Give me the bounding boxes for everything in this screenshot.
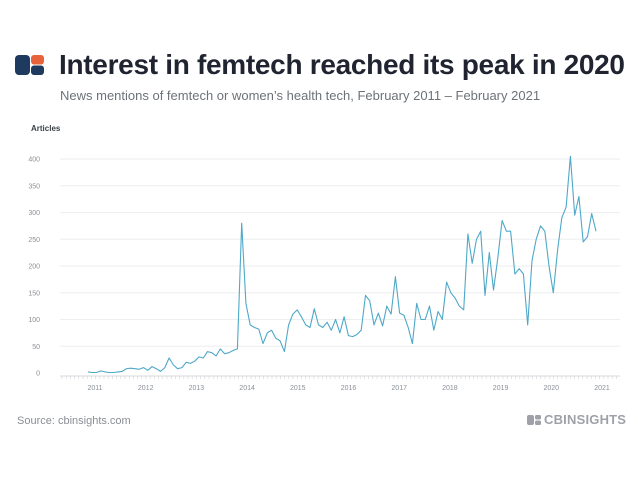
x-axis <box>60 375 620 379</box>
x-tick-label: 2021 <box>594 385 610 392</box>
cb-insights-logo <box>15 55 44 75</box>
y-tick-label: 300 <box>28 210 40 217</box>
series-line <box>87 155 597 374</box>
y-axis-label: Articles <box>31 124 61 133</box>
y-tick-labels: 0 50 100 150 200 250 300 350 400 <box>28 157 40 378</box>
x-tick-label: 2012 <box>138 385 154 392</box>
logo-left-block <box>15 55 30 75</box>
brand-wordmark: CBINSIGHTS <box>544 412 627 427</box>
grid-lines <box>60 158 620 347</box>
logo-right-top-block <box>31 55 44 65</box>
y-tick-label: 350 <box>28 183 40 190</box>
y-tick-label: 0 <box>36 371 40 378</box>
chart-subtitle: News mentions of femtech or women’s heal… <box>60 88 541 103</box>
source-note: Source: cbinsights.com <box>17 415 131 427</box>
y-tick-label: 50 <box>32 344 40 351</box>
x-tick-label: 2014 <box>239 385 255 392</box>
x-tick-label: 2011 <box>87 385 102 392</box>
y-tick-label: 100 <box>28 317 40 324</box>
x-tick-label: 2020 <box>544 385 560 392</box>
brand-logo: CBINSIGHTS <box>527 412 626 427</box>
y-tick-label: 400 <box>28 157 40 164</box>
x-tick-label: 2016 <box>341 385 357 392</box>
y-tick-label: 150 <box>28 290 40 297</box>
x-tick-labels: 2011 2012 2013 2014 2015 2016 2017 2018 2019 2020… <box>87 385 609 392</box>
chart-title: Interest in femtech reached its peak in … <box>59 49 625 80</box>
x-tick-label: 2017 <box>391 385 407 392</box>
x-tick-label: 2015 <box>290 385 306 392</box>
y-tick-label: 200 <box>28 264 40 271</box>
logo-right-bottom-block <box>31 65 44 75</box>
x-tick-label: 2013 <box>189 385 205 392</box>
x-tick-label: 2019 <box>493 385 509 392</box>
brand-mark-icon <box>527 414 541 425</box>
series-group <box>87 155 597 374</box>
y-tick-label: 250 <box>28 237 40 244</box>
x-tick-label: 2018 <box>442 385 458 392</box>
